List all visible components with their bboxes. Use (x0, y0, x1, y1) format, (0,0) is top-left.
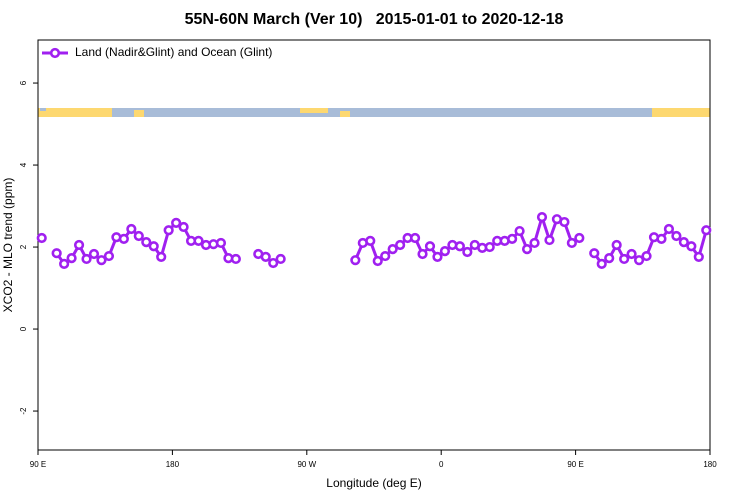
x-tick-label: 90 E (567, 460, 583, 469)
y-tick-label: -2 (19, 407, 28, 415)
data-point (260, 251, 271, 262)
y-tick-label: 4 (19, 162, 28, 167)
x-tick-label: 90 E (30, 460, 46, 469)
data-point (156, 251, 167, 262)
chart-title: 55N-60N March (Ver 10) 2015-01-01 to 202… (185, 11, 564, 28)
data-point (484, 241, 495, 253)
y-tick-label: 0 (19, 326, 28, 331)
data-point (619, 253, 630, 265)
data-point (380, 250, 391, 262)
data-point (103, 250, 115, 262)
data-point (350, 255, 361, 266)
data-point (417, 248, 428, 260)
data-point (529, 237, 540, 249)
data-point (193, 235, 204, 246)
data-point (148, 241, 159, 252)
data-point (462, 246, 473, 258)
data-point (387, 244, 398, 255)
data-point (73, 239, 85, 251)
data-point (596, 258, 607, 269)
y-tick-label: 2 (19, 244, 28, 249)
data-point (424, 241, 436, 252)
y-axis-label: XCO2 - MLO trend (ppm) (1, 178, 15, 313)
data-point (656, 233, 667, 244)
data-point (544, 234, 555, 246)
data-point (275, 253, 286, 265)
data-point (678, 237, 689, 248)
data-point (454, 241, 465, 252)
x-tick-label: 90 W (297, 460, 316, 469)
y-tick-label: 6 (19, 80, 28, 85)
data-point (96, 255, 107, 266)
data-point (171, 217, 182, 228)
data-point (559, 216, 570, 228)
data-point (521, 244, 533, 255)
data-point (66, 253, 77, 264)
data-point (589, 248, 600, 259)
data-point (178, 221, 189, 233)
data-point (215, 237, 227, 249)
data-point (372, 255, 383, 267)
data-point (126, 223, 137, 235)
data-point (633, 255, 645, 266)
data-point (133, 230, 144, 242)
data-point (118, 233, 129, 244)
data-point (686, 241, 697, 252)
data-point (51, 248, 62, 259)
data-point (574, 232, 585, 244)
data-point (663, 223, 675, 235)
data-point (439, 246, 451, 257)
data-point (409, 232, 421, 244)
data-point (88, 248, 100, 260)
data-point (611, 239, 622, 251)
data-point (507, 233, 518, 244)
data-point (432, 251, 443, 262)
data-point (566, 237, 577, 249)
data-point (230, 253, 241, 265)
data-point (641, 250, 652, 262)
data-point (141, 237, 152, 248)
data-point (59, 258, 70, 269)
plot-frame (37, 39, 711, 451)
data-point (536, 212, 548, 223)
x-tick-label: 180 (166, 460, 180, 469)
legend-marker (49, 47, 61, 59)
data-point (514, 225, 525, 237)
data-point (626, 248, 637, 260)
data-point (365, 235, 376, 246)
x-axis-label: Longitude (deg E) (326, 476, 421, 490)
data-point (395, 239, 406, 251)
data-point (604, 253, 615, 264)
legend-label: Land (Nadir&Glint) and Ocean (Glint) (75, 45, 272, 59)
x-tick-label: 180 (703, 460, 717, 469)
data-point (81, 253, 92, 265)
map-strip (38, 108, 710, 117)
x-tick-label: 0 (439, 460, 444, 469)
data-point (163, 225, 174, 236)
data-point (693, 251, 704, 262)
data-point (701, 225, 712, 236)
data-point (36, 232, 47, 244)
data-point (268, 257, 279, 269)
data-point (671, 230, 682, 242)
